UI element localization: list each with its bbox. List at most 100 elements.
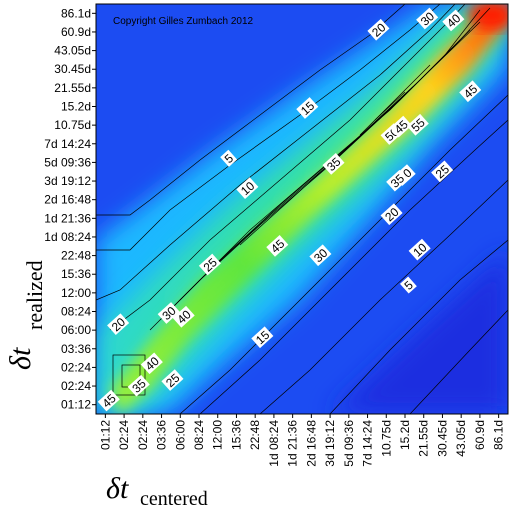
- y-tick-label: 30.45d: [54, 62, 91, 76]
- y-axis-title-symbol: δt: [4, 347, 37, 370]
- y-tick-label: 01:12: [61, 398, 91, 412]
- contour-label: 55: [406, 113, 429, 136]
- contour-line-lower-2: [199, 119, 508, 414]
- contour-label-background: [408, 238, 431, 261]
- contour-line-50: [359, 64, 431, 136]
- y-axis-title: δt realized: [4, 260, 47, 370]
- contour-label-background: [107, 313, 130, 336]
- x-tick-label: 21.55d: [417, 420, 431, 457]
- colormap-low-corner: [330, 250, 508, 414]
- contour-label: 20: [367, 18, 390, 41]
- contour-label-background: [296, 97, 319, 119]
- contour-label: 25: [431, 160, 454, 183]
- y-tick-label: 03:36: [61, 342, 91, 356]
- contour-line-lower-1: [96, 94, 508, 414]
- contour-label: 20: [380, 203, 403, 226]
- contour-label-background: [251, 326, 274, 349]
- x-tick-label: 15:36: [229, 420, 243, 450]
- contour-line-20: [109, 4, 466, 331]
- contour-line-lower-4: [329, 239, 508, 414]
- contour-label: 45: [266, 235, 289, 257]
- contour-label-background: [431, 160, 454, 183]
- y-tick-label: 06:00: [61, 323, 91, 337]
- contour-label-background: [416, 7, 439, 30]
- x-tick-label: 01:12: [98, 420, 112, 450]
- contour-label: 40: [140, 352, 163, 375]
- y-tick-label: 1d 21:36: [44, 211, 91, 225]
- y-tick-label: 43.05d: [54, 44, 91, 58]
- x-axis-title: δt centered: [106, 472, 208, 510]
- x-tick-label: 06:00: [173, 420, 187, 450]
- contour-label-background: [97, 389, 120, 412]
- x-axis-ticks: 01:12 02:24 02:24 03:36 06:00 08:24 12:00 15:36…: [98, 414, 506, 467]
- contour-label: 20: [107, 313, 130, 336]
- x-tick-label: 08:24: [192, 420, 206, 450]
- x-axis-title-subscript: centered: [140, 488, 208, 510]
- contour-label: 15: [251, 326, 274, 349]
- contour-low-box-outer: [112, 354, 146, 396]
- contour-label-background: [161, 369, 184, 391]
- contour-label: 10: [236, 177, 259, 199]
- plot-frame: [95, 3, 509, 415]
- contour-label-background: [220, 149, 238, 167]
- contour-label: 45: [389, 115, 412, 138]
- y-tick-label: 02:24: [61, 379, 91, 393]
- y-tick-label: 2d 16:48: [44, 193, 91, 207]
- x-tick-label: 02:24: [136, 420, 150, 450]
- y-tick-label: 15:36: [61, 267, 91, 281]
- y-tick-label: 3d 19:12: [44, 174, 91, 188]
- contour-line-10: [96, 4, 441, 251]
- contour-line-lower-5: [409, 309, 508, 414]
- y-tick-label: 02:24: [61, 360, 91, 374]
- contour-label: 30: [157, 302, 180, 324]
- contour-label: 35: [127, 374, 150, 397]
- x-tick-label: 02:24: [117, 420, 131, 450]
- contour-label-background: [127, 374, 150, 397]
- contour-label: 30: [416, 7, 439, 30]
- y-tick-label: 12:00: [61, 286, 91, 300]
- contour-label: 40: [442, 9, 465, 32]
- contour-line-5: [96, 4, 406, 216]
- contour-label-background: [442, 9, 465, 32]
- contour-label-background: [140, 352, 163, 375]
- x-tick-label: 5d 09:36: [342, 420, 356, 467]
- contour-label: 10: [408, 238, 431, 261]
- x-axis-title-symbol: δt: [106, 472, 129, 505]
- y-tick-label: 7d 14:24: [44, 137, 91, 151]
- x-tick-label: 1d 21:36: [286, 420, 300, 467]
- x-tick-label: 86.1d: [492, 420, 506, 450]
- contour-label-background: [399, 276, 417, 294]
- colormap-peak: [468, 4, 508, 29]
- y-tick-label: 15.2d: [61, 100, 91, 114]
- contour-label-background: [406, 113, 429, 136]
- contour-line-55: [374, 91, 406, 121]
- y-tick-label: 22:48: [61, 249, 91, 263]
- y-tick-label: 1d 08:24: [44, 230, 91, 244]
- contour-label: 45: [97, 389, 120, 412]
- y-tick-label: 08:24: [61, 305, 91, 319]
- contour-label: 5: [220, 149, 238, 167]
- contour-label-background: [322, 153, 345, 175]
- x-tick-label: 43.05d: [454, 420, 468, 457]
- y-tick-label: 86.1d: [61, 6, 91, 20]
- contour-label-background: [367, 18, 390, 41]
- contour-label-background: [459, 80, 482, 103]
- x-tick-label: 22:48: [248, 420, 262, 450]
- contour-label-background: [198, 253, 221, 276]
- x-tick-label: 3d 19:12: [323, 420, 337, 467]
- contour-label: 25: [161, 369, 184, 391]
- contour-label: 35: [322, 153, 345, 175]
- y-axis-title-subscript: realized: [22, 260, 47, 330]
- contour-label-background: [157, 302, 180, 324]
- x-tick-label: 2d 16:48: [304, 420, 318, 467]
- x-tick-label: 30.45d: [435, 420, 449, 457]
- contour-label: 15: [296, 97, 319, 119]
- x-tick-label: 60.9d: [473, 420, 487, 450]
- contour-label-background: [172, 305, 195, 328]
- contour-lines: [96, 4, 508, 414]
- x-tick-label: 7d 14:24: [361, 420, 375, 467]
- contour-line-15: [96, 4, 456, 301]
- contour-line-lower-3: [259, 179, 508, 414]
